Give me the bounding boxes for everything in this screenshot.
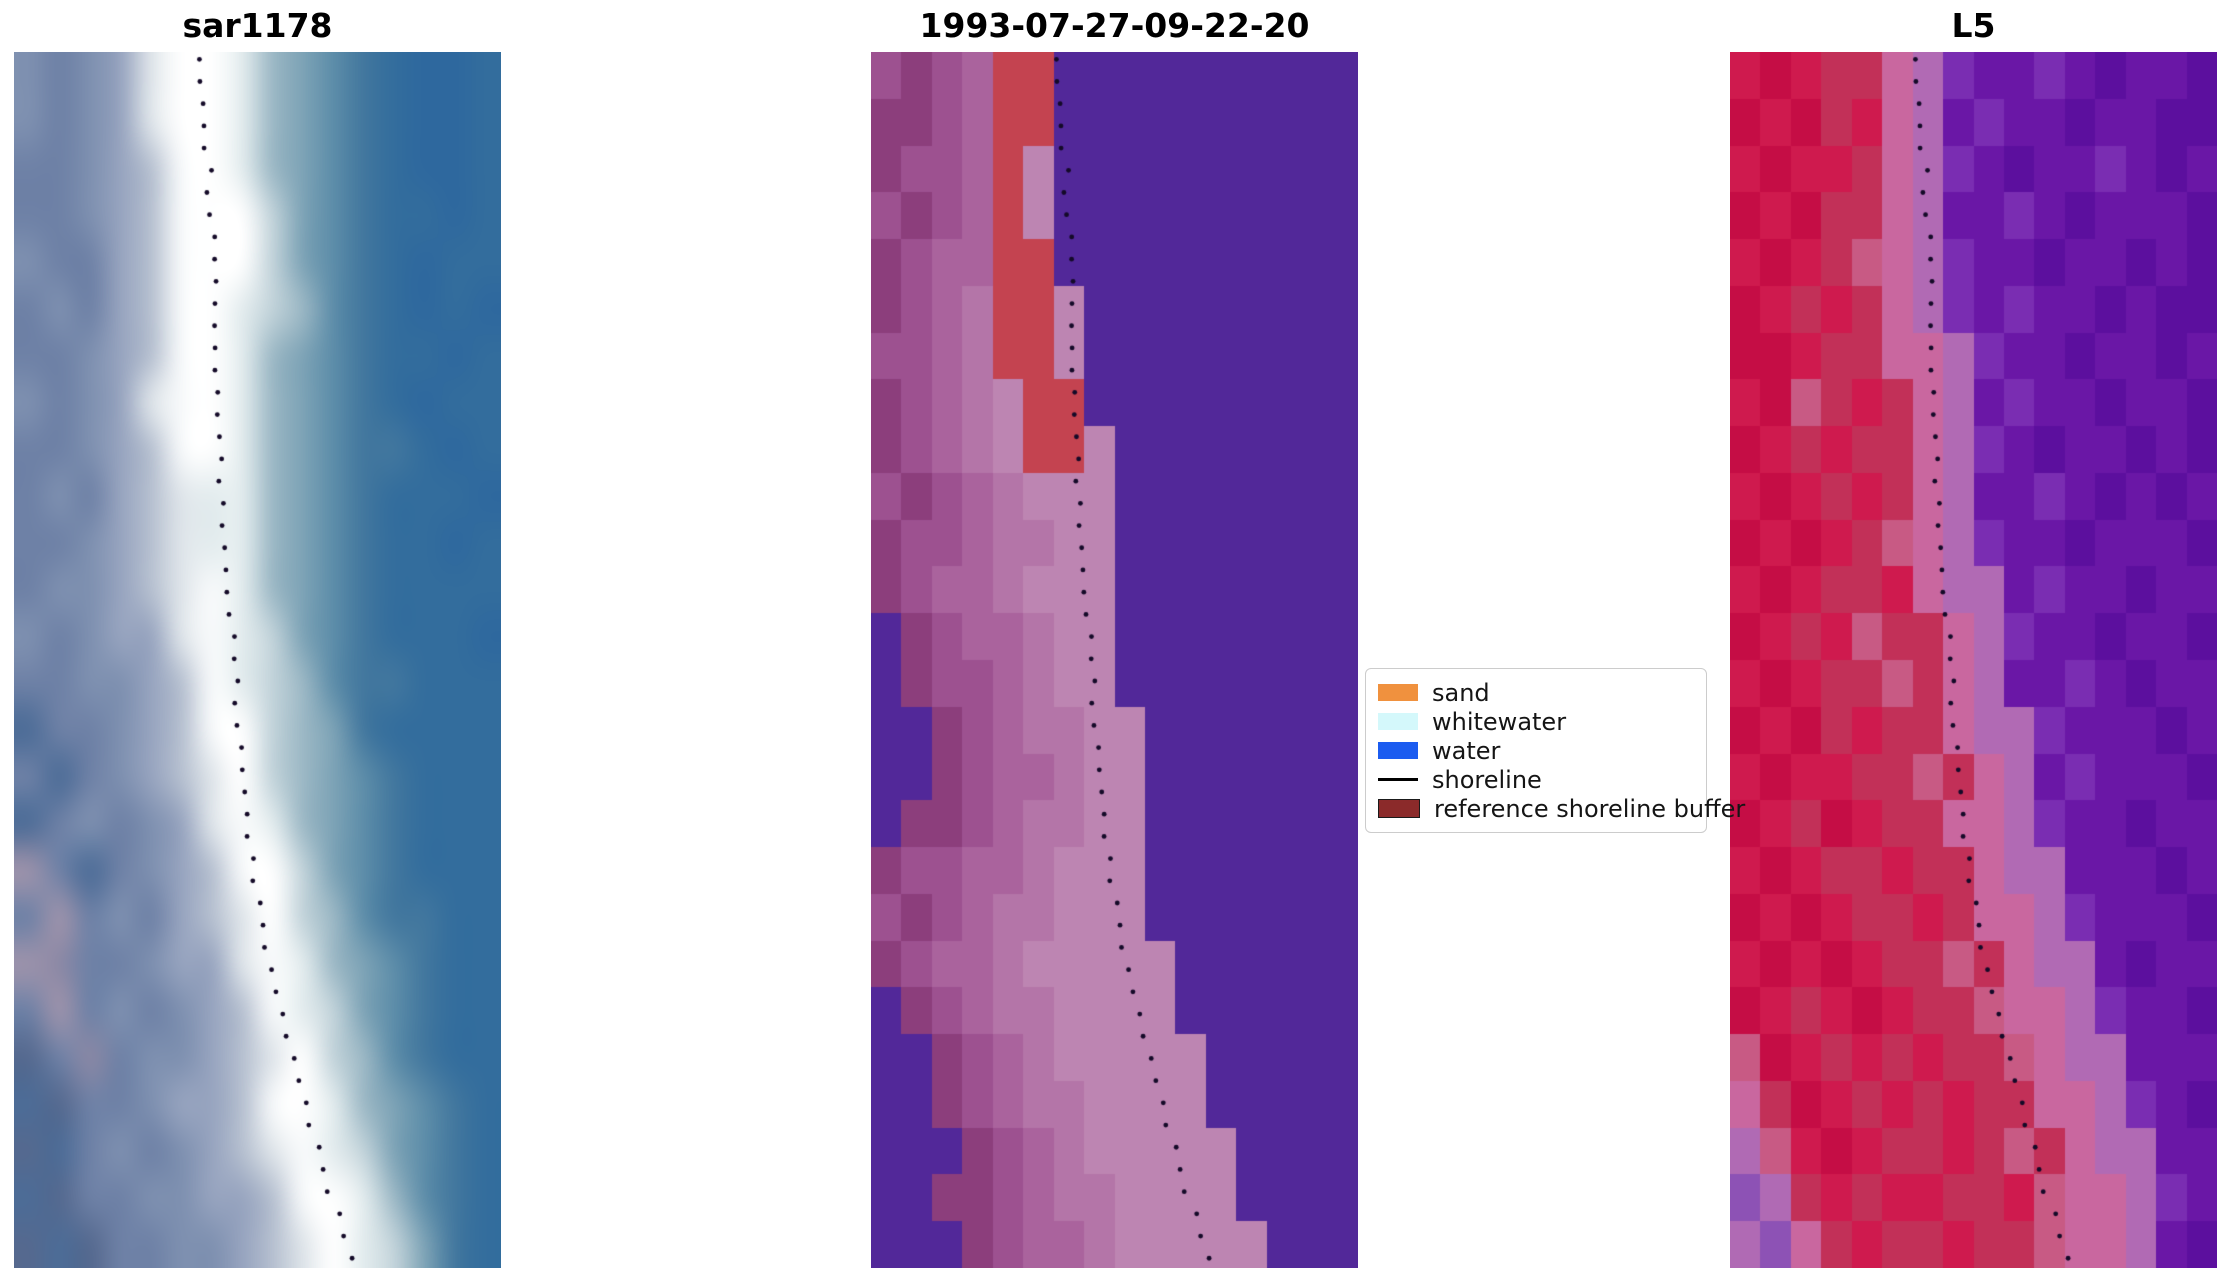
l5-satellite-image	[1730, 52, 2217, 1268]
legend-label: water	[1432, 736, 1501, 765]
panel-l5: L5	[1730, 6, 2217, 1268]
sand-color-swatch	[1378, 684, 1418, 701]
legend-box: sand whitewater water shoreline reference sh…	[1365, 668, 1745, 833]
panel-classified-1993-07-27: 1993-07-27-09-22-20	[871, 6, 1358, 1268]
legend-label: reference shoreline buffer	[1434, 794, 1746, 823]
water-color-swatch	[1378, 742, 1418, 759]
legend-item-water: water	[1378, 736, 1694, 765]
whitewater-color-swatch	[1378, 713, 1418, 730]
legend-item-shoreline: shoreline	[1378, 765, 1694, 794]
legend-label: shoreline	[1432, 765, 1542, 794]
legend-label: sand	[1432, 678, 1490, 707]
legend-item-sand: sand	[1378, 678, 1694, 707]
reference-color-swatch	[1378, 799, 1420, 818]
legend-item-reference: reference shoreline buffer	[1378, 794, 1745, 823]
legend-item-whitewater: whitewater	[1378, 707, 1694, 736]
panel-sar1178: sar1178	[14, 6, 501, 1268]
legend-label: whitewater	[1432, 707, 1567, 736]
panel-title-l5: L5	[1951, 6, 1996, 45]
panel-title-sar1178: sar1178	[182, 6, 333, 45]
sar1178-satellite-image	[14, 52, 501, 1268]
classified-satellite-image	[871, 52, 1358, 1268]
panel-title-date: 1993-07-27-09-22-20	[919, 6, 1310, 45]
shoreline-line-swatch	[1378, 778, 1418, 781]
